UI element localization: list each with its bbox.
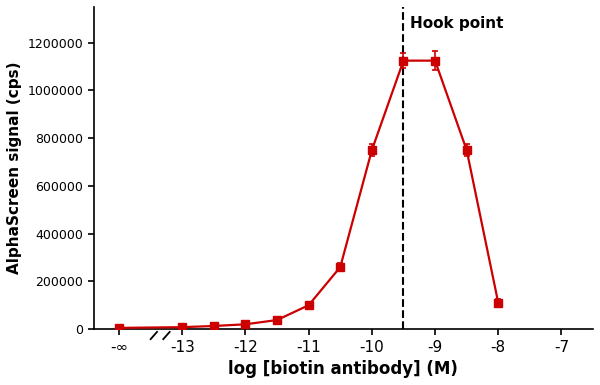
Y-axis label: AlphaScreen signal (cps): AlphaScreen signal (cps): [7, 62, 22, 274]
Text: Hook point: Hook point: [410, 17, 503, 32]
X-axis label: log [biotin antibody] (M): log [biotin antibody] (M): [229, 360, 458, 378]
